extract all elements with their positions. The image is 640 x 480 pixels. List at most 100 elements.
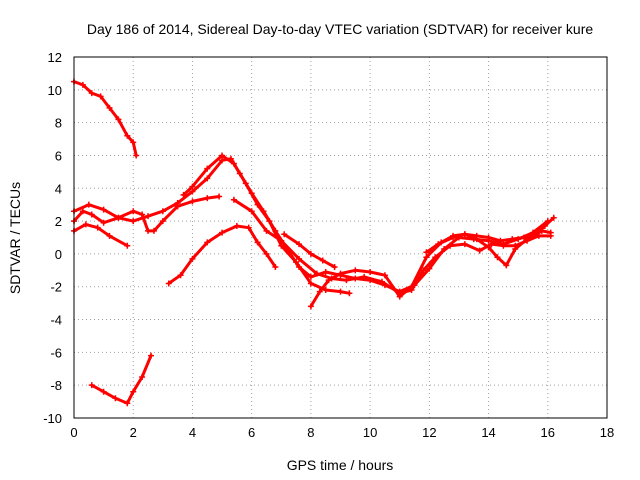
x-tick-label: 18 [600,425,614,440]
data-point [532,231,539,238]
data-point [461,231,468,238]
y-tick-label: -6 [50,345,62,360]
data-point [266,218,273,225]
data-point [423,249,430,256]
data-point [512,245,519,252]
y-tick-label: -10 [43,411,62,426]
x-tick-label: 8 [307,425,314,440]
data-point [316,288,323,295]
data-point [426,265,433,272]
data-point [230,160,237,167]
data-point [396,293,403,300]
data-point [88,211,95,218]
y-axis-label: SDTVAR / TECUs [7,182,23,294]
data-point [307,250,314,257]
data-point [130,388,137,395]
data-point [293,259,300,266]
data-point [447,242,454,249]
data-point [494,254,501,261]
data-point [248,208,255,215]
data-point [337,270,344,277]
x-tick-label: 16 [541,425,555,440]
data-point [94,224,101,231]
data-point [133,152,140,159]
chart-title: Day 186 of 2014, Sidereal Day-to-day VTE… [87,21,593,37]
data-point [263,250,270,257]
data-point [82,221,89,228]
y-tick-label: 6 [55,148,62,163]
data-point [88,90,95,97]
data-point [106,232,113,239]
y-tick-label: -2 [50,280,62,295]
plot-frame [73,56,608,419]
y-tick-label: 8 [55,116,62,131]
data-point [189,255,196,262]
data-point [165,280,172,287]
data-point [100,206,107,213]
data-point [432,254,439,261]
data-point [319,257,326,264]
data-point [254,201,261,208]
data-point [485,234,492,241]
data-point [145,227,152,234]
data-point [503,262,510,269]
data-point [435,241,442,248]
data-point [88,382,95,389]
data-point [473,232,480,239]
data-point [242,180,249,187]
data-point [307,280,314,287]
data-point [550,214,557,221]
data-point [189,183,196,190]
data-point [115,214,122,221]
data-point [130,218,137,225]
data-point [325,277,332,284]
data-point [106,104,113,111]
data-point [139,373,146,380]
data-point [307,273,314,280]
data-point [174,203,181,210]
data-point [378,278,385,285]
data-point [180,191,187,198]
data-point [307,303,314,310]
x-tick-label: 12 [422,425,436,440]
y-tick-label: -8 [50,378,62,393]
data-point [159,208,166,215]
data-point [177,272,184,279]
data-point [367,268,374,275]
data-point [147,352,154,359]
y-tick-labels: -10 -8 -6 -4 -2 0 2 4 6 8 10 12 [43,50,62,426]
data-point [509,236,516,243]
x-tick-label: 14 [481,425,495,440]
data-point [204,165,211,172]
x-axis-label: GPS time / hours [287,457,394,473]
data-point [79,208,86,215]
data-point [352,267,359,274]
x-tick-labels: 0 2 4 6 8 10 12 14 16 18 [70,425,614,440]
data-point [461,241,468,248]
data-point [115,116,122,123]
data-point [112,395,119,402]
data-point [139,211,146,218]
data-point [547,229,554,236]
data-point [361,273,368,280]
data-point [204,175,211,182]
data-point [100,388,107,395]
data-point [450,234,457,241]
data-point [278,237,285,244]
data-point [263,227,270,234]
data-point [245,224,252,231]
data-point [85,201,92,208]
series-line-track-8 [167,224,277,285]
data-point [204,239,211,246]
data-point [322,268,329,275]
data-point [331,264,338,271]
data-point [189,198,196,205]
y-tick-label: -4 [50,313,62,328]
data-point [343,277,350,284]
data-point [130,208,137,215]
grid [74,57,607,418]
y-tick-label: 0 [55,247,62,262]
data-point [254,239,261,246]
data-point [381,272,388,279]
